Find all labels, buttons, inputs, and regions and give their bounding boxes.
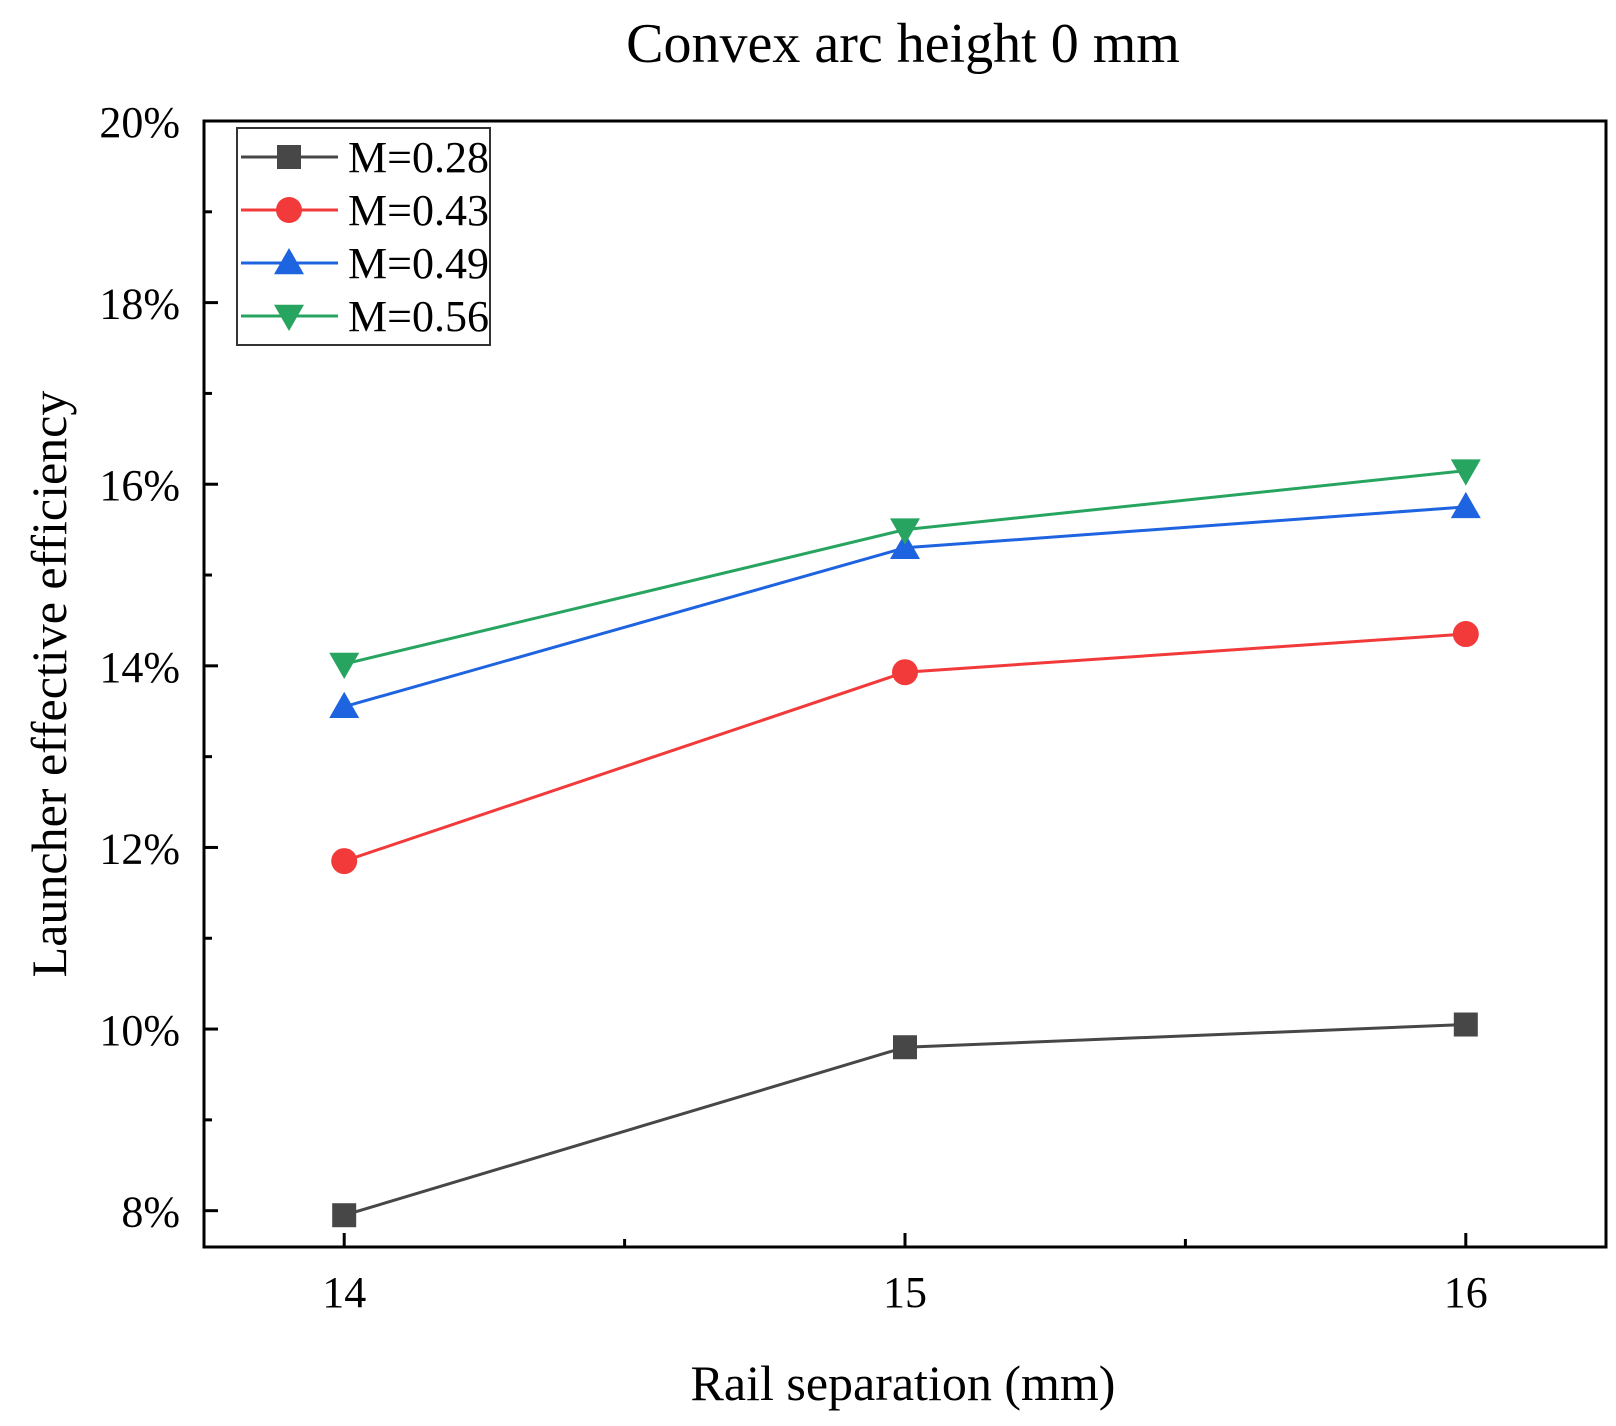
data-point xyxy=(332,1203,357,1228)
x-tick-label: 16 xyxy=(1444,1268,1488,1317)
legend-marker xyxy=(277,145,301,169)
y-tick-label: 20% xyxy=(99,98,180,147)
data-point xyxy=(1450,491,1481,519)
legend-marker xyxy=(274,248,304,275)
y-tick-label: 16% xyxy=(99,461,180,510)
x-tick-label: 14 xyxy=(322,1268,366,1317)
x-axis-label: Rail separation (mm) xyxy=(691,1355,1116,1411)
data-point xyxy=(331,848,358,875)
y-tick-label: 18% xyxy=(99,280,180,329)
legend-label: M=0.43 xyxy=(348,186,489,235)
data-point xyxy=(1450,459,1481,486)
legend-marker xyxy=(274,304,304,331)
data-point xyxy=(1453,1012,1478,1037)
chart-title: Convex arc height 0 mm xyxy=(626,13,1180,75)
data-point xyxy=(893,1035,917,1060)
x-tick-label: 15 xyxy=(883,1268,927,1317)
data-point xyxy=(892,659,918,686)
data-point xyxy=(890,532,920,560)
legend: M=0.28M=0.43M=0.49M=0.56 xyxy=(236,127,491,346)
data-point xyxy=(1452,621,1479,648)
tick-layer: 8% 10% 12% 14% 16% 18% 20% 14 15 16 xyxy=(99,98,1487,1317)
legend-marker xyxy=(276,197,302,223)
data-point xyxy=(329,691,360,718)
data-point xyxy=(890,518,920,545)
series-layer xyxy=(329,459,1481,1228)
y-axis-label: Launcher effective efficiency xyxy=(21,391,77,978)
y-tick-label: 14% xyxy=(99,643,180,692)
data-point xyxy=(329,652,360,680)
legend-label: M=0.49 xyxy=(348,239,489,288)
y-tick-label: 10% xyxy=(99,1006,180,1055)
legend-label: M=0.56 xyxy=(348,292,489,341)
plot-frame xyxy=(202,119,1608,1249)
y-tick-label: 8% xyxy=(121,1188,180,1237)
legend-label: M=0.28 xyxy=(348,133,489,182)
series-line-M=0.56 xyxy=(343,469,1466,666)
y-tick-label: 12% xyxy=(99,824,180,873)
